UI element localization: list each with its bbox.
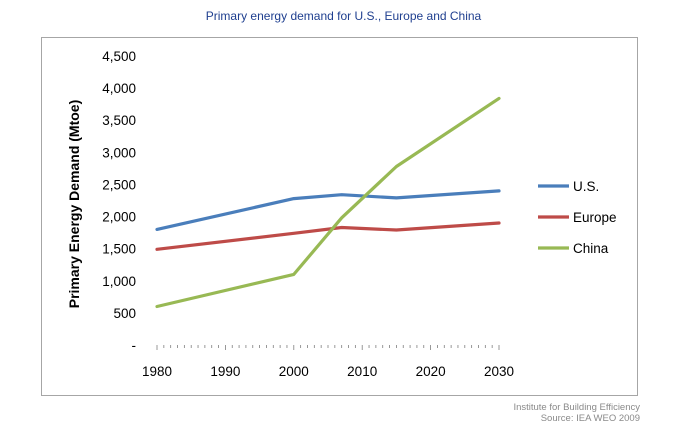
chart-title: Primary energy demand for U.S., Europe a… (205, 9, 482, 23)
series-line-china (155, 96, 501, 309)
x-tick-label: 2000 (279, 364, 309, 379)
footer-source: Source: IEA WEO 2009 (540, 413, 640, 424)
y-tick-label: 500 (113, 306, 136, 321)
footer: Institute for Building Efficiency Source… (513, 402, 640, 424)
y-tick-label: 4,500 (102, 49, 136, 64)
y-tick-label: 1,000 (102, 274, 136, 289)
y-tick-label: - (132, 338, 137, 353)
y-tick-label: 4,000 (102, 81, 136, 96)
legend-label-us: U.S. (573, 179, 599, 194)
x-tick-label: 2020 (416, 364, 446, 379)
x-tick-label: 2010 (347, 364, 377, 379)
series-line-us (155, 189, 501, 231)
x-axis-ticks: 1980 1990 2000 2010 2020 2030 (142, 364, 514, 379)
series-line-europe (155, 221, 501, 251)
series-lines (155, 96, 501, 309)
legend-label-europe: Europe (573, 210, 617, 225)
x-axis-minor-ticks (156, 345, 500, 350)
footer-institute: Institute for Building Efficiency (513, 402, 640, 413)
x-tick-label: 1980 (142, 364, 172, 379)
chart-frame (41, 37, 638, 396)
y-axis-label: Primary Energy Demand (Mtoe) (66, 100, 82, 309)
y-tick-label: 1,500 (102, 242, 136, 257)
y-axis-ticks: - 500 1,000 1,500 2,000 2,500 3,000 3,500 4,000 4… (102, 49, 136, 353)
x-tick-label: 1990 (210, 364, 240, 379)
legend: U.S. Europe China (538, 179, 617, 256)
y-tick-label: 3,500 (102, 113, 136, 128)
x-tick-label: 2030 (484, 364, 514, 379)
y-tick-label: 2,500 (102, 177, 136, 192)
legend-label-china: China (573, 241, 609, 256)
y-tick-label: 2,000 (102, 210, 136, 225)
y-tick-label: 3,000 (102, 145, 136, 160)
